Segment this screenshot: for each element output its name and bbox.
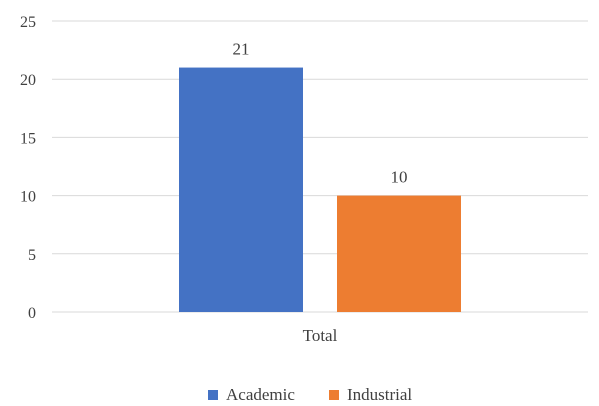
category-labels: Total	[303, 326, 338, 345]
legend: Academic Industrial	[208, 385, 412, 404]
legend-swatch	[329, 390, 339, 400]
category-label: Total	[303, 326, 338, 345]
bar-data-label: 10	[391, 168, 408, 187]
legend-item-academic: Academic	[208, 385, 295, 404]
bar-data-label: 21	[233, 40, 250, 59]
bars	[179, 67, 461, 312]
legend-label: Industrial	[347, 385, 412, 404]
y-tick-label: 15	[20, 130, 36, 147]
y-axis-ticks: 0 5 10 15 20 25	[20, 14, 36, 322]
y-tick-label: 10	[20, 189, 36, 206]
bar-academic	[179, 67, 303, 312]
legend-label: Academic	[226, 385, 295, 404]
gridlines	[52, 20, 588, 313]
legend-swatch	[208, 390, 218, 400]
y-tick-label: 25	[20, 14, 36, 31]
legend-item-industrial: Industrial	[329, 385, 412, 404]
bar-data-labels: 21 10	[233, 40, 408, 187]
y-tick-label: 0	[28, 305, 36, 322]
y-tick-label: 5	[28, 247, 36, 264]
y-tick-label: 20	[20, 72, 36, 89]
bar-industrial	[337, 195, 461, 312]
